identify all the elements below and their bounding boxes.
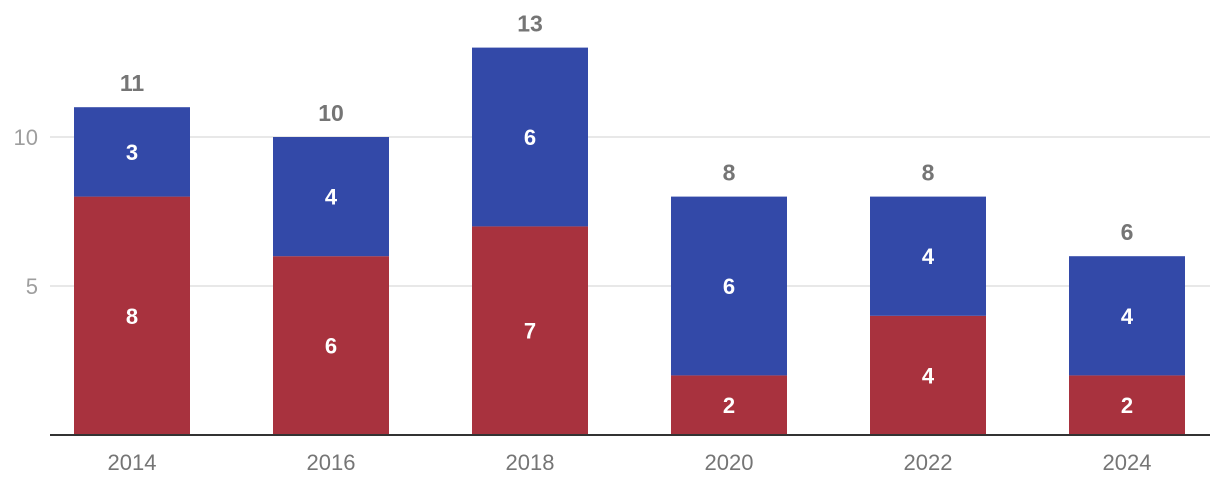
x-tick-label-2018: 2018 (506, 450, 555, 475)
segment-label-2020-series1: 2 (723, 393, 735, 418)
gridlines (50, 136, 1210, 287)
total-label-2022: 8 (922, 160, 935, 186)
segment-label-2022-series1: 4 (922, 363, 935, 388)
segment-label-2018-series1: 7 (524, 319, 536, 344)
bar-segment-2022-series1 (870, 315, 986, 435)
y-tick-label: 10 (14, 125, 38, 150)
x-tick-label-2024: 2024 (1103, 450, 1152, 475)
labels: 8 3 11 6 4 10 7 6 13 2 6 8 4 4 8 2 4 6 (120, 11, 1134, 419)
total-label-2018: 13 (517, 11, 543, 37)
segment-label-2016-series2: 4 (325, 185, 338, 210)
x-tick-label-2014: 2014 (108, 450, 157, 475)
segment-label-2024-series1: 2 (1121, 393, 1133, 418)
total-label-2020: 8 (723, 160, 736, 186)
axes: 5 10 2014 2016 2018 2020 2022 2024 (14, 125, 1210, 475)
total-label-2024: 6 (1121, 219, 1134, 245)
bar-segment-2018-series1 (472, 226, 588, 435)
bar-segment-2022-series2 (870, 196, 986, 316)
bar-segment-2024-series1 (1069, 375, 1185, 435)
total-label-2014: 11 (120, 70, 145, 96)
segment-label-2022-series2: 4 (922, 244, 935, 269)
bar-segment-2016-series1 (273, 256, 389, 435)
segment-label-2018-series2: 6 (524, 125, 536, 150)
bars (74, 47, 1185, 435)
bar-segment-2014-series1 (74, 196, 190, 435)
bar-segment-2020-series1 (671, 375, 787, 435)
segment-label-2020-series2: 6 (723, 274, 735, 299)
x-tick-label-2022: 2022 (904, 450, 953, 475)
bar-segment-2018-series2 (472, 47, 588, 227)
segment-label-2024-series2: 4 (1121, 304, 1134, 329)
total-label-2016: 10 (318, 100, 344, 126)
x-tick-label-2016: 2016 (307, 450, 356, 475)
segment-label-2014-series2: 3 (126, 140, 138, 165)
bar-segment-2020-series2 (671, 196, 787, 376)
segment-label-2014-series1: 8 (126, 304, 138, 329)
bar-segment-2024-series2 (1069, 256, 1185, 376)
y-tick-label: 5 (26, 274, 38, 299)
bar-segment-2016-series2 (273, 137, 389, 257)
bar-segment-2014-series2 (74, 107, 190, 197)
x-tick-label-2020: 2020 (705, 450, 754, 475)
segment-label-2016-series1: 6 (325, 334, 337, 359)
